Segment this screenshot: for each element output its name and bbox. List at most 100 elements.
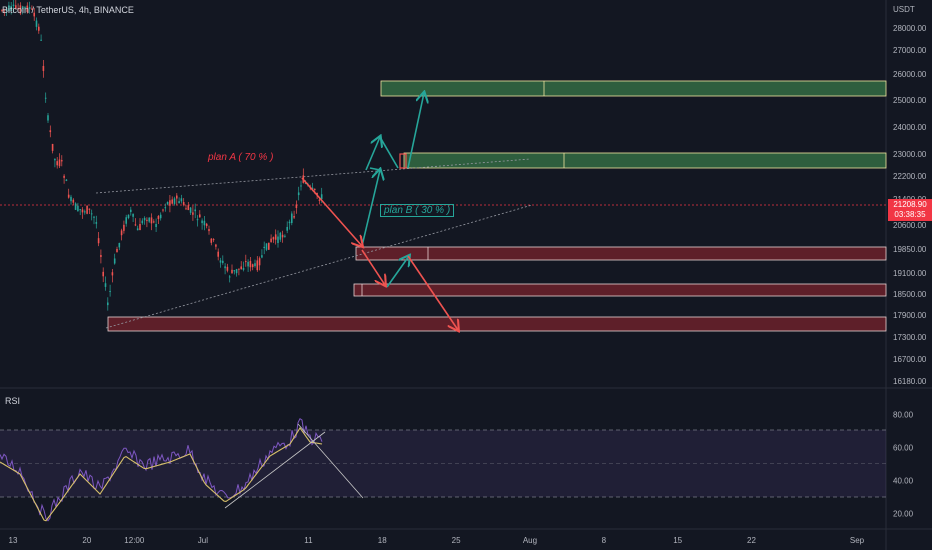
candle-body (56, 161, 58, 166)
candle-body (61, 160, 63, 162)
candle-body (120, 230, 123, 236)
candle-body (187, 205, 190, 211)
time-tick-label: Sep (850, 536, 865, 545)
candle-body (141, 220, 144, 224)
price-tick-label: 23000.00 (893, 150, 927, 159)
time-tick-label: 12:00 (124, 536, 145, 545)
candle-body (182, 202, 185, 205)
resistance-zone-lower (403, 152, 887, 169)
candle-body (15, 5, 17, 9)
rsi-tick-label: 40.00 (893, 477, 914, 486)
candle-body (42, 65, 45, 71)
resistance-zone-upper (380, 80, 887, 97)
candle-body (194, 209, 196, 212)
candle-body (224, 266, 226, 269)
candle-body (118, 242, 121, 248)
last-price-badge: 21208.90 03:38:35 (888, 199, 932, 221)
candle-body (155, 223, 157, 228)
rsi-ma-line (0, 427, 323, 522)
candle-body (238, 268, 240, 270)
candle-body (40, 39, 42, 41)
price-tick-label: 27000.00 (893, 46, 927, 55)
candle-body (233, 270, 236, 272)
candle-body (277, 236, 279, 243)
candle-body (17, 8, 19, 10)
last-price-value: 21208.90 (893, 200, 927, 209)
support-zone-1 (355, 246, 887, 261)
candle-body (231, 269, 233, 274)
candle-body (116, 249, 118, 253)
candle-body (127, 214, 130, 219)
candle-body (38, 26, 40, 31)
candle-body (33, 12, 35, 17)
bar-countdown: 03:38:35 (894, 210, 926, 219)
candle-body (176, 195, 178, 199)
plan-a-label[interactable]: plan A ( 70 % ) (208, 152, 274, 163)
candlestick-series (1, 0, 323, 311)
rsi-axis[interactable]: 80.00 60.00 40.00 20.00 (893, 411, 914, 519)
support-zone-2 (353, 283, 887, 297)
candle-body (254, 263, 256, 267)
time-tick-label: Aug (523, 536, 537, 545)
plan-arrows-green[interactable] (361, 93, 424, 288)
candle-body (86, 205, 88, 214)
price-tick-label: 25000.00 (893, 96, 927, 105)
candle-body (247, 261, 249, 267)
candle-body (49, 130, 52, 133)
candle-body (79, 209, 81, 211)
candle-body (93, 216, 95, 218)
candle-body (208, 229, 210, 232)
rsi-trendlines[interactable] (224, 423, 364, 509)
candle-body (205, 223, 208, 227)
rsi-tick-label: 80.00 (893, 411, 914, 420)
candle-body (245, 261, 247, 263)
trend-lines[interactable] (95, 158, 533, 329)
plan-b-label[interactable]: plan B ( 30 % ) (380, 204, 455, 217)
candle-body (320, 194, 323, 200)
candle-body (84, 211, 86, 213)
candle-body (293, 216, 295, 218)
price-tick-label: 17900.00 (893, 311, 927, 320)
candle-body (173, 198, 176, 204)
candle-body (279, 232, 282, 240)
candle-body (189, 207, 192, 213)
candle-body (185, 208, 187, 210)
time-tick-label: 20 (82, 536, 91, 545)
candle-body (263, 246, 265, 249)
candle-body (123, 224, 125, 231)
time-tick-label: 11 (304, 536, 313, 545)
candle-body (180, 198, 183, 202)
time-axis[interactable]: 13 20 12:00 Jul 11 18 25 Aug 8 15 22 Sep (9, 536, 865, 545)
candle-body (166, 201, 169, 205)
candle-body (125, 217, 127, 224)
support-zones[interactable] (107, 246, 887, 332)
price-tick-label: 19850.00 (893, 245, 927, 254)
candle-body (199, 214, 201, 218)
resistance-zones[interactable] (380, 80, 887, 169)
plan-arrows-red[interactable] (301, 153, 458, 330)
candle-body (203, 220, 206, 226)
rsi-tick-label: 20.00 (893, 510, 914, 519)
price-axis[interactable]: 28000.00 27000.00 26000.00 25000.00 24000.00… (893, 24, 927, 386)
candle-body (28, 7, 31, 10)
symbol-title[interactable]: Bitcoin / TetherUS, 4h, BINANCE (2, 5, 134, 15)
candle-body (162, 209, 164, 211)
price-tick-label: 17300.00 (893, 333, 927, 342)
candle-body (72, 199, 75, 203)
candle-body (249, 260, 252, 268)
candle-body (102, 271, 104, 277)
candle-body (201, 220, 203, 224)
rsi-title[interactable]: RSI (5, 396, 21, 406)
candle-body (31, 8, 33, 10)
candle-body (139, 224, 141, 231)
support-zone-3 (107, 316, 887, 332)
candle-body (100, 254, 102, 258)
candle-body (258, 258, 261, 266)
candle-body (217, 251, 219, 257)
candle-body (113, 258, 116, 264)
candle-body (104, 283, 107, 287)
candle-body (65, 179, 68, 181)
candle-body (132, 213, 134, 217)
candle-body (95, 222, 98, 224)
